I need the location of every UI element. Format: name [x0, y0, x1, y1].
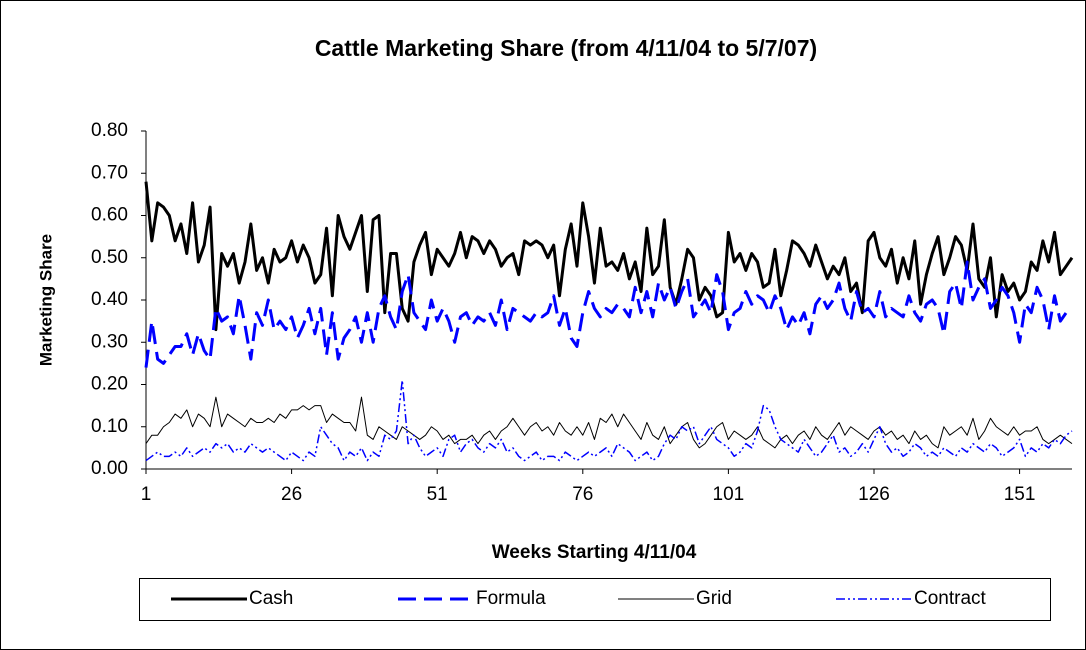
chart-title: Cattle Marketing Share (from 4/11/04 to … [315, 35, 817, 61]
x-tick-label: 1 [141, 484, 152, 505]
y-tick-label: 0.30 [91, 331, 128, 352]
y-tick-label: 0.80 [91, 120, 128, 141]
legend-label: Grid [696, 588, 732, 609]
y-tick-label: 0.70 [91, 162, 128, 183]
x-tick-label: 51 [427, 484, 448, 505]
x-tick-label: 76 [572, 484, 593, 505]
y-axis-title: Marketing Share [36, 234, 55, 366]
series-line [145, 396, 1073, 449]
y-tick-label: 0.50 [91, 247, 128, 268]
y-tick-label: 0.60 [91, 205, 128, 226]
series-line [144, 181, 1074, 332]
legend-label: Cash [249, 588, 293, 609]
x-tick-label: 151 [1004, 484, 1036, 505]
y-tick-label: 0.10 [91, 416, 128, 437]
y-tick-label: 0.00 [91, 458, 128, 479]
series-line [144, 260, 1073, 368]
legend-label: Contract [914, 588, 987, 609]
x-tick-label: 26 [281, 484, 302, 505]
legend-label: Formula [476, 588, 546, 609]
series-line [145, 379, 1073, 462]
y-tick-label: 0.40 [91, 289, 128, 310]
y-tick-label: 0.20 [91, 374, 128, 395]
x-tick-label: 101 [713, 484, 745, 505]
x-tick-label: 126 [858, 484, 890, 505]
x-axis-title: Weeks Starting 4/11/04 [492, 542, 697, 563]
